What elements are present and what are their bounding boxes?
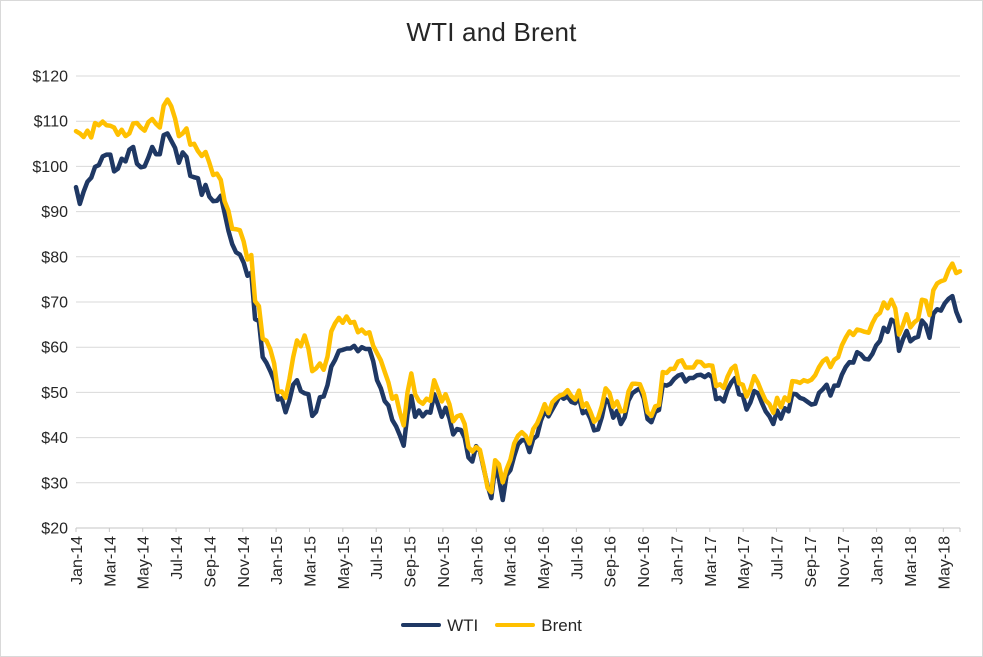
y-tick-label: $30 [41,475,68,492]
y-tick-label: $60 [41,340,68,357]
x-tick-label: Sep-16 [603,536,620,588]
x-tick-label: Jul-17 [770,536,787,580]
wti-line [73,131,963,503]
x-tick-label: Jan-18 [870,536,887,585]
y-tick-label: $110 [34,114,69,131]
x-tick-label: Sep-14 [202,536,219,588]
x-tick-label: Mar-14 [102,536,119,587]
x-tick-label: May-17 [736,536,753,589]
legend-label-wti: WTI [447,615,479,635]
x-tick-label: May-16 [536,536,553,589]
x-tick-label: Sep-15 [403,536,420,588]
wti-line-swatch [401,623,442,627]
chart-legend: WTI Brent [1,612,982,638]
x-tick-label: Jul-14 [169,536,186,580]
y-tick-label: $50 [41,385,68,402]
legend-item-wti: WTI [401,617,478,634]
x-tick-label: Nov-16 [636,536,653,588]
y-tick-label: $120 [32,69,68,86]
x-tick-label: Mar-16 [503,536,520,587]
x-tick-label: Sep-17 [803,536,820,588]
x-tick-label: Jul-15 [369,536,386,580]
legend-item-brent: Brent [495,617,582,634]
chart-title: WTI and Brent [406,17,577,47]
x-tick-label: Nov-15 [436,536,453,588]
x-tick-label: May-18 [936,536,953,589]
x-tick-label: Jan-16 [469,536,486,585]
x-tick-label: Jul-16 [569,536,586,580]
y-tick-label: $20 [41,521,68,538]
x-tick-label: Mar-18 [903,536,920,587]
x-tick-label: Jan-14 [69,536,86,585]
x-tick-label: Mar-15 [303,536,320,587]
y-tick-label: $40 [41,430,68,447]
y-tick-label: $80 [41,249,68,266]
x-tick-label: Jan-17 [669,536,686,585]
y-tick-label: $100 [32,159,68,176]
x-tick-label: Jan-15 [269,536,286,585]
x-tick-label: Nov-17 [836,536,853,588]
legend-label-brent: Brent [541,615,582,635]
x-tick-label: Mar-17 [703,536,720,587]
x-tick-label: Nov-14 [236,536,253,588]
x-tick-label: May-15 [336,536,353,589]
y-tick-label: $90 [41,204,68,221]
x-tick-label: May-14 [136,536,153,589]
brent-line [73,97,963,495]
brent-line-swatch [495,623,536,627]
y-tick-label: $70 [41,295,68,312]
